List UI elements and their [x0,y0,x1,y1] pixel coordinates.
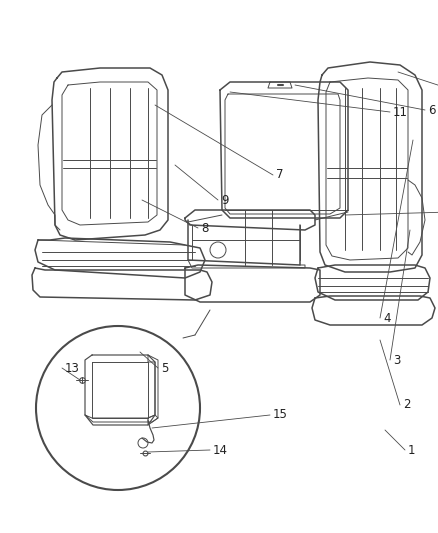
Text: 9: 9 [221,193,229,206]
Text: 7: 7 [276,168,283,182]
Text: 8: 8 [201,222,208,235]
Text: 13: 13 [65,361,80,375]
Text: 6: 6 [428,103,435,117]
Text: 3: 3 [393,353,400,367]
Text: 1: 1 [408,443,416,456]
Text: 14: 14 [213,443,228,456]
Text: 2: 2 [403,399,410,411]
Text: 4: 4 [383,311,391,325]
Text: 5: 5 [161,361,168,375]
Text: 11: 11 [393,106,408,118]
Text: 15: 15 [273,408,288,422]
